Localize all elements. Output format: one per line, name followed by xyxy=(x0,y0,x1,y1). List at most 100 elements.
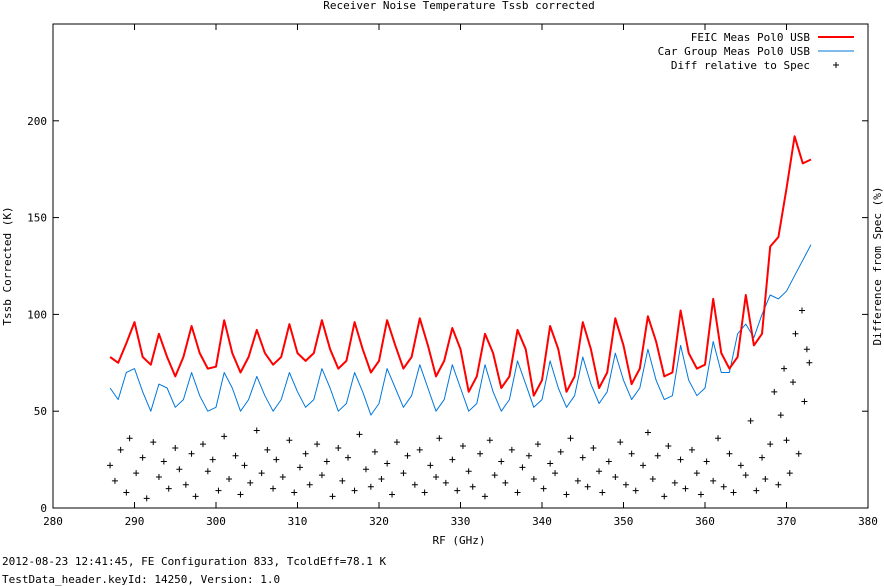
diff-point xyxy=(726,450,733,457)
diff-point xyxy=(318,472,325,479)
diff-point xyxy=(442,479,449,486)
diff-point xyxy=(139,454,146,461)
footer-line-2: TestData_header.keyId: 14250, Version: 1… xyxy=(2,573,281,586)
diff-point xyxy=(436,435,443,442)
diff-point xyxy=(279,474,286,481)
diff-point xyxy=(393,439,400,446)
x-tick-label: 360 xyxy=(695,515,715,528)
footer-line-1: 2012-08-23 12:41:45, FE Configuration 83… xyxy=(2,555,387,568)
diff-point xyxy=(525,452,532,459)
diff-point xyxy=(199,441,206,448)
diff-point xyxy=(759,454,766,461)
diff-point xyxy=(404,452,411,459)
diff-point xyxy=(747,417,754,424)
x-axis-label: RF (GHz) xyxy=(433,534,486,547)
x-tick-label: 380 xyxy=(858,515,878,528)
diff-point xyxy=(599,489,606,496)
diff-point xyxy=(530,475,537,482)
diff-point xyxy=(508,446,515,453)
diff-point xyxy=(182,481,189,488)
diff-point xyxy=(649,475,656,482)
diff-point xyxy=(253,427,260,434)
diff-point xyxy=(362,466,369,473)
diff-point xyxy=(378,475,385,482)
axis-ticks: 280 290 300 310 320 330 340 350 360 370 380 0 50 100 1… xyxy=(27,24,878,528)
diff-point xyxy=(762,475,769,482)
y-tick-label: 200 xyxy=(27,115,47,128)
x-tick-label: 300 xyxy=(206,515,226,528)
series-layer xyxy=(107,135,813,502)
diff-point xyxy=(792,330,799,337)
x-tick-label: 370 xyxy=(777,515,797,528)
diff-point xyxy=(176,466,183,473)
diff-point xyxy=(371,448,378,455)
diff-point xyxy=(237,491,244,498)
y-tick-label: 0 xyxy=(40,502,47,515)
legend-label: FEIC Meas Pol0 USB xyxy=(691,31,811,44)
diff-point xyxy=(590,444,597,451)
legend-swatch xyxy=(833,62,839,68)
diff-point xyxy=(786,470,793,477)
diff-point xyxy=(411,481,418,488)
diff-point xyxy=(730,489,737,496)
diff-point xyxy=(622,481,629,488)
diff-point xyxy=(241,462,248,469)
y-axis-label: Tssb Corrected (K) xyxy=(1,206,14,325)
diff-point xyxy=(605,458,612,465)
diff-point xyxy=(720,483,727,490)
diff-point xyxy=(775,481,782,488)
diff-point xyxy=(421,489,428,496)
x-tick-label: 330 xyxy=(451,515,471,528)
diff-point xyxy=(632,487,639,494)
diff-point xyxy=(715,435,722,442)
diff-point xyxy=(579,454,586,461)
diff-point xyxy=(160,458,167,465)
diff-point xyxy=(557,448,564,455)
diff-point xyxy=(465,468,472,475)
y2-axis-label: Difference from Spec (%) xyxy=(871,187,884,346)
diff-point xyxy=(661,493,668,500)
diff-point xyxy=(767,441,774,448)
diff-point xyxy=(491,472,498,479)
diff-point xyxy=(335,444,342,451)
diff-point xyxy=(247,479,254,486)
diff-point xyxy=(459,443,466,450)
diff-point xyxy=(697,491,704,498)
diff-point xyxy=(384,460,391,467)
diff-point xyxy=(209,456,216,463)
series-line-0 xyxy=(109,135,812,397)
diff-point xyxy=(165,485,172,492)
diff-point xyxy=(596,468,603,475)
diff-point xyxy=(737,462,744,469)
diff-point xyxy=(123,489,130,496)
diff-point xyxy=(693,470,700,477)
diff-point xyxy=(498,458,505,465)
diff-point xyxy=(801,398,808,405)
diff-point xyxy=(329,493,336,500)
x-tick-label: 290 xyxy=(125,515,145,528)
diff-point xyxy=(682,485,689,492)
x-tick-label: 280 xyxy=(43,515,63,528)
diff-point xyxy=(215,487,222,494)
diff-point xyxy=(640,462,647,469)
diff-point xyxy=(552,470,559,477)
diff-point xyxy=(204,468,211,475)
diff-point xyxy=(688,446,695,453)
chart-title: Receiver Noise Temperature Tssb correcte… xyxy=(323,0,595,12)
legend-label: Diff relative to Spec xyxy=(671,59,810,72)
diff-point xyxy=(416,446,423,453)
diff-point xyxy=(356,431,363,438)
diff-point xyxy=(563,491,570,498)
legend-label: Car Group Meas Pol0 USB xyxy=(658,45,811,58)
diff-point xyxy=(306,481,313,488)
diff-point xyxy=(798,307,805,314)
y-tick-label: 100 xyxy=(27,308,47,321)
diff-point xyxy=(111,477,118,484)
diff-point xyxy=(367,483,374,490)
diff-point xyxy=(433,474,440,481)
diff-point xyxy=(502,479,509,486)
y-tick-label: 150 xyxy=(27,212,47,225)
diff-point xyxy=(107,462,114,469)
diff-point xyxy=(454,487,461,494)
diff-point xyxy=(117,446,124,453)
